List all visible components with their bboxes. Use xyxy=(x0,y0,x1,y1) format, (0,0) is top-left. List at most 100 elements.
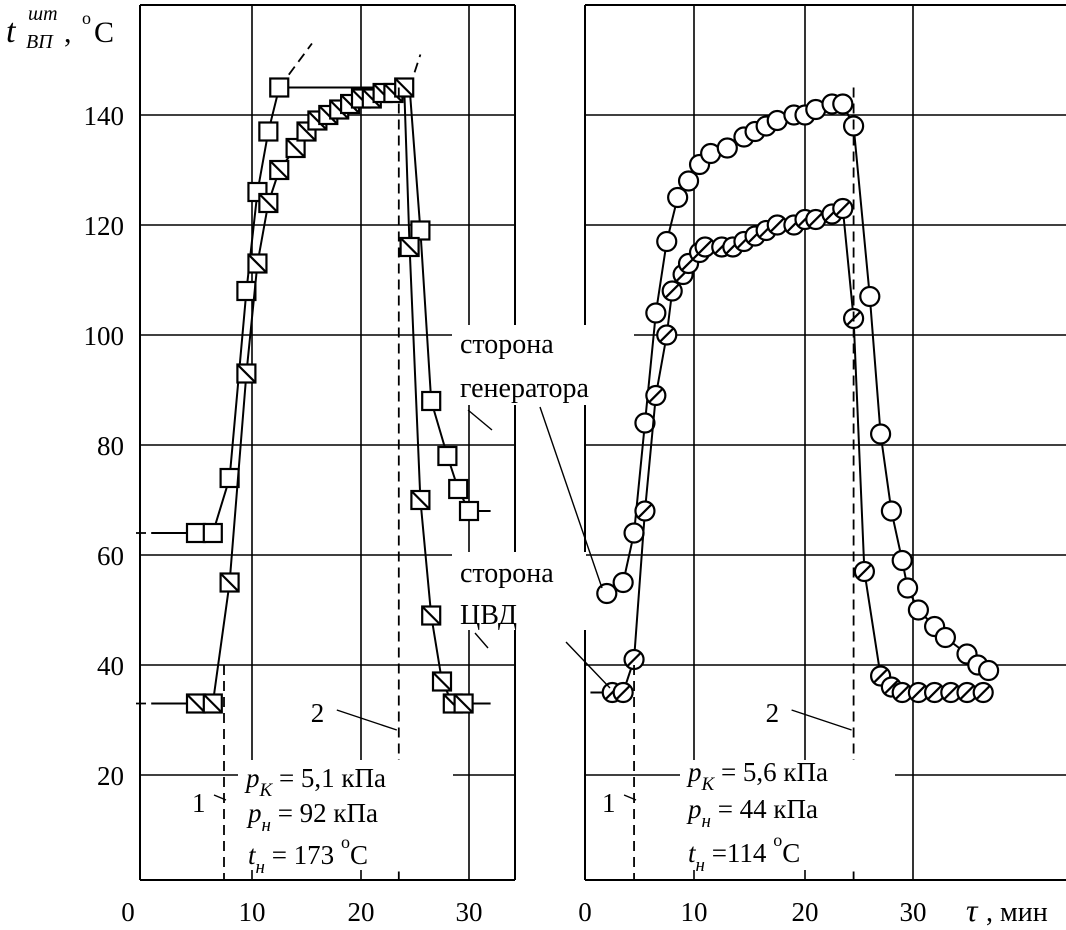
leader-hpc-left xyxy=(474,632,489,649)
y-axis-subscript: ВП xyxy=(26,31,54,53)
data-point xyxy=(634,412,656,434)
data-point xyxy=(236,363,257,384)
panel-left-series xyxy=(136,42,491,714)
leader-generator-right xyxy=(539,406,603,589)
data-point xyxy=(269,77,290,98)
data-point xyxy=(934,626,957,649)
x-axis-symbol: τ xyxy=(966,892,979,928)
data-point xyxy=(285,137,306,159)
annotation-hpc-side: сторона ЦВД xyxy=(452,552,586,631)
x-tick-label-0: 0 xyxy=(121,897,135,927)
marker-label-2: 2 xyxy=(311,698,325,728)
annotation-generator-line2: генератора xyxy=(460,373,590,404)
data-point xyxy=(869,423,892,445)
data-point xyxy=(612,681,634,704)
panel-right-grid xyxy=(584,4,1066,881)
x-tick-label-20: 20 xyxy=(792,897,819,927)
params-left: pK = 5,1 кПа pн = 92 кПа tн = 173 oC xyxy=(238,760,453,878)
data-point xyxy=(859,285,881,308)
data-point xyxy=(202,522,223,544)
y-tick-label-80: 80 xyxy=(97,431,124,461)
marker-leader-1 xyxy=(623,794,637,801)
data-point xyxy=(448,478,469,500)
x-axis-unit: , мин xyxy=(986,897,1048,928)
data-point xyxy=(247,253,268,274)
data-point xyxy=(853,560,876,583)
param-right-pn: pн = 44 кПа xyxy=(686,794,818,832)
data-point xyxy=(185,522,207,544)
data-point xyxy=(437,445,458,467)
data-point xyxy=(394,77,415,98)
data-point xyxy=(972,681,994,704)
y-tick-label-40: 40 xyxy=(97,651,124,681)
data-point xyxy=(832,197,854,220)
data-point xyxy=(645,384,667,407)
series-line-1 xyxy=(590,206,984,694)
data-point xyxy=(716,137,738,159)
marker-leader-2 xyxy=(336,709,398,731)
annotation-leaders xyxy=(467,406,611,689)
marker-label-2: 2 xyxy=(766,698,780,728)
data-point xyxy=(202,693,223,714)
data-point xyxy=(399,236,420,258)
y-tick-label-140: 140 xyxy=(84,101,125,131)
panel-right-markers: 12 xyxy=(602,87,855,880)
x-tick-label-10: 10 xyxy=(681,897,708,927)
series-line-0 xyxy=(151,86,491,534)
param-left-tn: tн = 173 oC xyxy=(248,832,368,878)
data-point xyxy=(907,599,930,621)
y-axis-unit-degree: o xyxy=(82,8,91,28)
param-left-pn: pн = 92 кПа xyxy=(246,798,378,836)
series-line-0 xyxy=(606,103,990,672)
panel-left-grid xyxy=(139,4,516,881)
marker-leader-2 xyxy=(791,709,852,731)
data-point xyxy=(269,159,290,181)
data-point xyxy=(977,659,1000,682)
param-right-tn: tн =114 oC xyxy=(688,830,800,876)
data-point xyxy=(956,681,978,704)
data-point xyxy=(634,500,656,522)
x-tick-label-30: 30 xyxy=(900,897,927,927)
data-point xyxy=(891,681,913,704)
data-point xyxy=(458,500,480,522)
annotation-hpc-line2: ЦВД xyxy=(460,600,517,631)
data-point xyxy=(421,605,442,626)
data-point xyxy=(612,571,634,594)
x-tick-label-0: 0 xyxy=(578,897,592,927)
y-axis-label: t шт ВП , o C xyxy=(6,3,114,53)
data-point xyxy=(431,671,453,692)
x-tick-label-20: 20 xyxy=(348,897,375,927)
annotation-generator-line1: сторона xyxy=(460,329,554,360)
data-point xyxy=(410,489,431,511)
y-axis-symbol: t xyxy=(6,13,17,50)
data-point xyxy=(661,280,683,302)
data-point xyxy=(258,121,279,142)
annotation-generator-side: сторона генератора xyxy=(452,325,634,405)
data-point xyxy=(236,280,257,302)
x-axis-label: τ , мин xyxy=(966,892,1048,928)
data-point xyxy=(891,549,913,572)
data-point xyxy=(185,693,207,714)
y-tick-label-60: 60 xyxy=(97,541,124,571)
data-point xyxy=(667,186,689,209)
data-point xyxy=(677,170,700,192)
panel-right-ticks: 0 10 20 30 xyxy=(578,897,926,927)
data-point xyxy=(219,467,240,489)
params-right: pK = 5,6 кПа pн = 44 кПа tн =114 oC xyxy=(680,757,895,876)
panel-left-ticks: 0 10 20 30 20 40 60 80 100 120 140 xyxy=(84,101,483,927)
data-point xyxy=(766,214,788,236)
x-tick-label-10: 10 xyxy=(239,897,266,927)
data-point xyxy=(896,577,919,599)
data-point xyxy=(832,93,854,115)
param-left-pk: pK = 5,1 кПа xyxy=(244,763,386,801)
data-point xyxy=(880,500,903,522)
y-axis-superscript: шт xyxy=(28,3,58,25)
y-axis-separator: , xyxy=(64,16,72,49)
data-point xyxy=(421,390,442,412)
param-right-pk: pK = 5,6 кПа xyxy=(686,757,828,795)
data-point xyxy=(219,572,240,593)
data-point xyxy=(596,582,618,605)
data-point xyxy=(410,220,431,241)
data-point xyxy=(258,192,279,214)
